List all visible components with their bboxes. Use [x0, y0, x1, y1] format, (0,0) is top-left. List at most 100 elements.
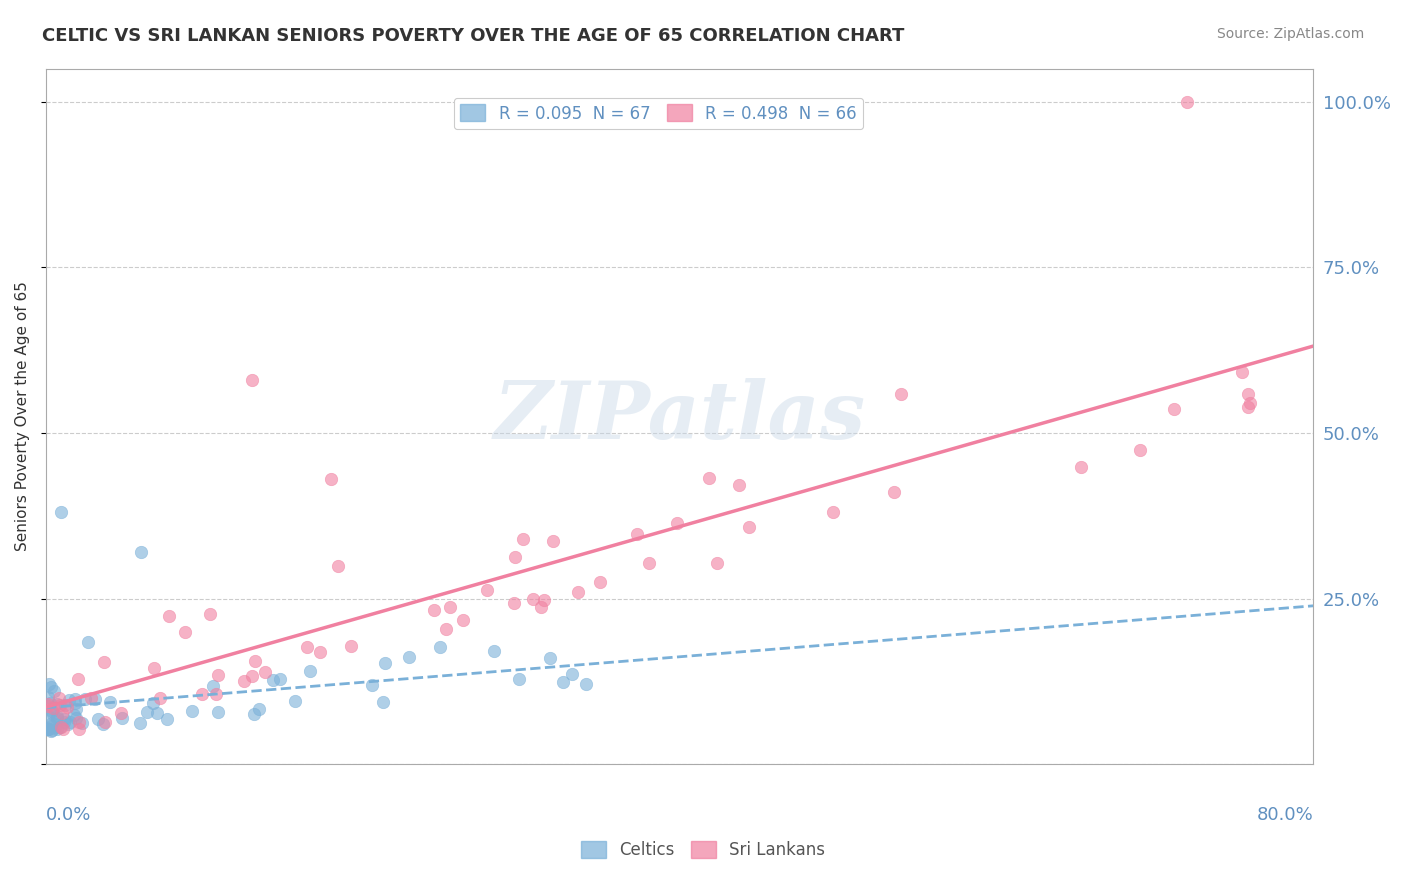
Point	[52, 722, 75, 736]
Point	[42, 701, 65, 715]
Point	[207, 706, 229, 720]
Point	[63, 696, 86, 710]
Point	[567, 585, 589, 599]
Point	[91, 717, 114, 731]
Point	[65, 701, 87, 715]
Point	[93, 714, 115, 729]
Point	[626, 527, 648, 541]
Point	[309, 645, 332, 659]
Point	[37, 723, 59, 737]
Point	[666, 516, 689, 531]
Point	[49, 698, 72, 713]
Point	[174, 624, 197, 639]
Point	[1175, 95, 1198, 109]
Point	[37, 699, 59, 714]
Point	[1163, 402, 1185, 417]
Point	[1070, 459, 1092, 474]
Point	[575, 677, 598, 691]
Point	[37, 709, 59, 723]
Point	[361, 678, 384, 692]
Point	[51, 720, 73, 734]
Point	[240, 669, 263, 683]
Point	[157, 608, 180, 623]
Text: 0.0%: 0.0%	[46, 806, 91, 824]
Point	[298, 664, 321, 678]
Point	[41, 723, 63, 738]
Point	[191, 688, 214, 702]
Point	[321, 472, 343, 486]
Point	[706, 557, 728, 571]
Point	[727, 478, 749, 492]
Point	[1230, 365, 1253, 379]
Point	[53, 698, 76, 712]
Point	[38, 676, 60, 690]
Point	[398, 650, 420, 665]
Point	[79, 691, 101, 706]
Point	[821, 505, 844, 519]
Point	[83, 691, 105, 706]
Point	[56, 717, 79, 731]
Point	[541, 533, 564, 548]
Point	[37, 723, 59, 737]
Point	[503, 550, 526, 565]
Point	[87, 713, 110, 727]
Point	[512, 533, 534, 547]
Point	[284, 693, 307, 707]
Point	[181, 704, 204, 718]
Point	[131, 545, 153, 559]
Point	[76, 634, 98, 648]
Point	[423, 602, 446, 616]
Point	[51, 706, 73, 720]
Point	[73, 691, 96, 706]
Point	[67, 722, 90, 736]
Point	[98, 695, 121, 709]
Point	[67, 715, 90, 730]
Point	[58, 693, 80, 707]
Point	[45, 698, 67, 712]
Point	[129, 716, 152, 731]
Point	[340, 640, 363, 654]
Point	[204, 687, 226, 701]
Point	[46, 709, 69, 723]
Point	[475, 582, 498, 597]
Text: CELTIC VS SRI LANKAN SENIORS POVERTY OVER THE AGE OF 65 CORRELATION CHART: CELTIC VS SRI LANKAN SENIORS POVERTY OVE…	[42, 27, 904, 45]
Point	[42, 684, 65, 698]
Point	[63, 692, 86, 706]
Point	[890, 387, 912, 401]
Point	[111, 711, 134, 725]
Point	[41, 723, 63, 738]
Point	[110, 706, 132, 720]
Point	[37, 690, 59, 705]
Point	[46, 722, 69, 736]
Point	[1237, 387, 1260, 401]
Point	[439, 599, 461, 614]
Point	[142, 696, 165, 710]
Point	[553, 675, 575, 690]
Point	[374, 657, 396, 671]
Point	[429, 640, 451, 654]
Point	[63, 708, 86, 723]
Point	[533, 592, 555, 607]
Point	[243, 707, 266, 722]
Point	[697, 471, 720, 485]
Point	[262, 673, 284, 688]
Point	[561, 667, 583, 681]
Point	[503, 596, 526, 610]
Point	[1129, 443, 1152, 458]
Point	[93, 655, 115, 669]
Y-axis label: Seniors Poverty Over the Age of 65: Seniors Poverty Over the Age of 65	[15, 282, 30, 551]
Point	[41, 715, 63, 730]
Point	[233, 674, 256, 689]
Point	[254, 665, 277, 679]
Point	[41, 719, 63, 733]
Text: 80.0%: 80.0%	[1257, 806, 1313, 824]
Point	[883, 485, 905, 500]
Legend: R = 0.095  N = 67, R = 0.498  N = 66: R = 0.095 N = 67, R = 0.498 N = 66	[454, 98, 863, 129]
Point	[146, 706, 169, 721]
Point	[42, 707, 65, 722]
Point	[1237, 400, 1260, 414]
Point	[39, 681, 62, 695]
Point	[202, 678, 225, 692]
Point	[49, 721, 72, 735]
Point	[508, 673, 530, 687]
